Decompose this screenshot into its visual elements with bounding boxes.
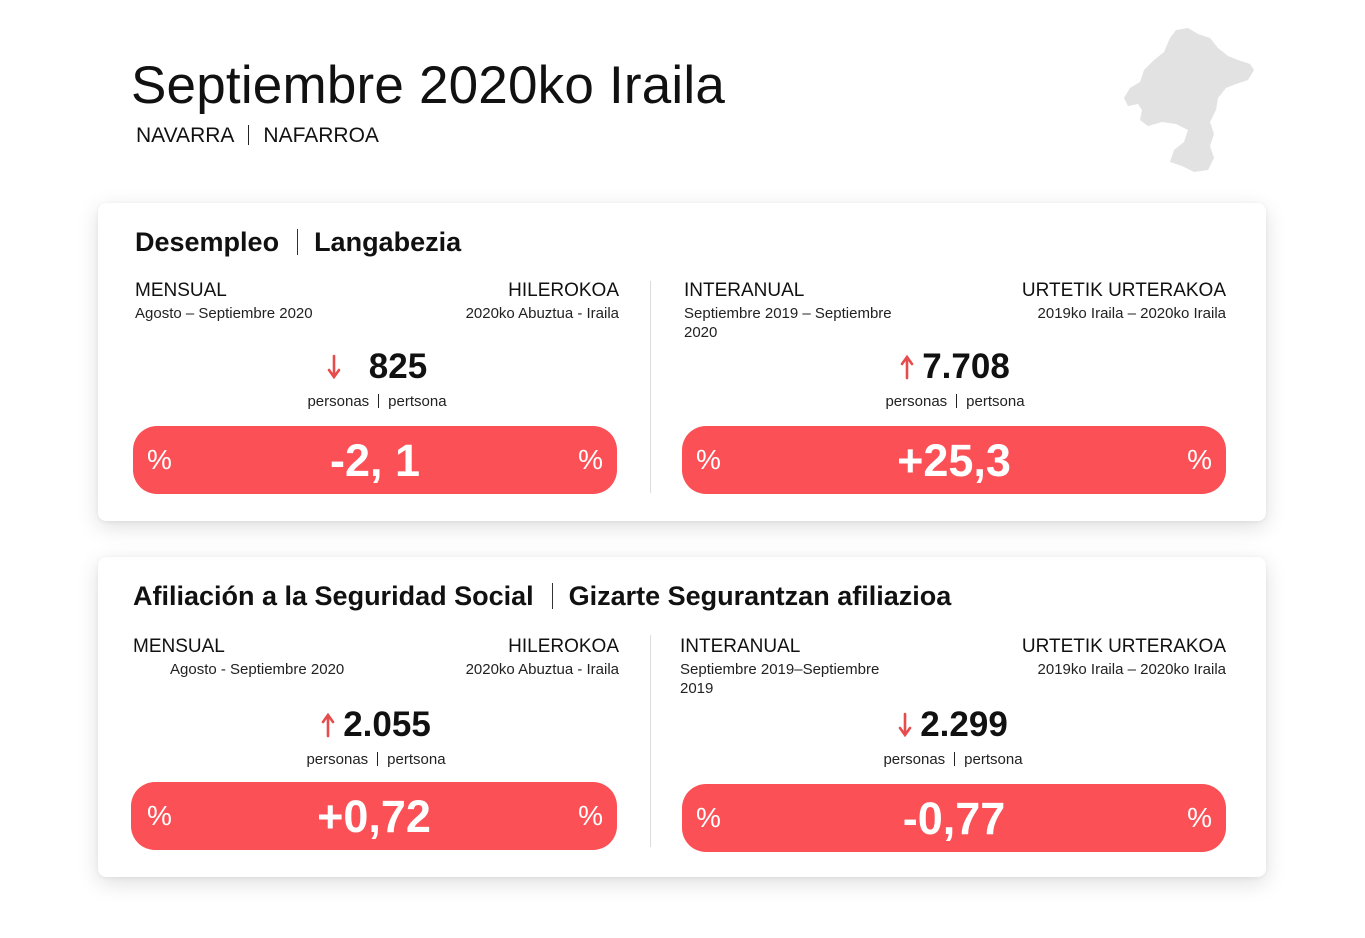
monthly-label-es: MENSUAL	[135, 280, 227, 301]
region-label: NAVARRA NAFARROA	[136, 124, 379, 148]
monthly-percent-pill: % -2, 1 %	[133, 426, 617, 494]
down-arrow-icon	[327, 354, 341, 380]
unemployment-card: Desempleo Langabezia MENSUAL HILEROKOA Ag…	[98, 203, 1266, 521]
column-divider	[650, 281, 651, 493]
monthly-label-eu: HILEROKOA	[508, 636, 619, 657]
yearly-period-eu: 2019ko Iraila – 2020ko Iraila	[1037, 305, 1226, 322]
yearly-period-es: Septiembre 2019–Septiembre 2019	[680, 661, 880, 697]
persons-eu: pertsona	[966, 393, 1025, 410]
persons-label: personas pertsona	[680, 751, 1226, 768]
percent-symbol-right: %	[578, 444, 603, 475]
card-title-es: Afiliación a la Seguridad Social	[133, 581, 534, 611]
percent-symbol-right: %	[1187, 802, 1212, 833]
persons-es: personas	[885, 393, 948, 410]
monthly-column: MENSUAL HILEROKOA Agosto – Septiembre 20…	[133, 279, 619, 499]
card-title-es: Desempleo	[135, 227, 280, 257]
title-separator	[297, 229, 299, 255]
yearly-value: 2.299	[920, 705, 1008, 744]
persons-separator	[954, 752, 956, 766]
percent-symbol-left: %	[696, 444, 721, 475]
yearly-figure: 2.299	[680, 705, 1226, 745]
persons-label: personas pertsona	[135, 393, 619, 410]
persons-separator	[956, 394, 958, 408]
yearly-percent-pill: % -0,77 %	[682, 784, 1226, 852]
yearly-period-eu: 2019ko Iraila – 2020ko Iraila	[1037, 661, 1226, 678]
yearly-period-es: Septiembre 2019 – Septiembre 2020	[684, 305, 892, 341]
title-separator	[551, 583, 553, 609]
persons-eu: pertsona	[964, 751, 1023, 768]
monthly-percent-value: -2, 1	[329, 435, 421, 486]
monthly-period-eu: 2020ko Abuztua - Iraila	[465, 661, 619, 678]
yearly-percent-value: -0,77	[902, 793, 1006, 844]
persons-eu: pertsona	[387, 751, 446, 768]
monthly-percent-value: +0,72	[317, 791, 431, 842]
region-es: NAVARRA	[136, 124, 235, 147]
monthly-percent-pill: % +0,72 %	[131, 782, 617, 850]
percent-symbol-right: %	[1187, 444, 1212, 475]
monthly-period-es: Agosto – Septiembre 2020	[135, 305, 313, 322]
yearly-label-es: INTERANUAL	[684, 280, 805, 301]
yearly-label-eu: URTETIK URTERAKOA	[1021, 636, 1226, 657]
region-separator	[248, 125, 250, 145]
persons-eu: pertsona	[388, 393, 447, 410]
page-title: Septiembre 2020ko Iraila	[131, 56, 726, 115]
yearly-label-eu: URTETIK URTERAKOA	[1021, 280, 1226, 301]
monthly-value: 2.055	[343, 705, 431, 744]
column-divider	[650, 635, 651, 847]
monthly-label-es: MENSUAL	[133, 636, 225, 657]
monthly-period-eu: 2020ko Abuztua - Iraila	[465, 305, 619, 322]
yearly-column: INTERANUAL URTETIK URTERAKOA Septiembre …	[680, 635, 1226, 855]
affiliation-card: Afiliación a la Seguridad Social Gizarte …	[98, 557, 1266, 877]
up-arrow-icon	[321, 712, 335, 738]
persons-label: personas pertsona	[684, 393, 1226, 410]
percent-symbol-right: %	[578, 800, 603, 831]
percent-symbol-left: %	[147, 444, 172, 475]
up-arrow-icon	[900, 354, 914, 380]
down-arrow-icon	[898, 712, 912, 738]
card-title-eu: Langabezia	[314, 227, 462, 257]
monthly-column: MENSUAL HILEROKOA Agosto - Septiembre 20…	[131, 635, 619, 855]
monthly-period-es: Agosto - Septiembre 2020	[170, 661, 345, 678]
monthly-label-eu: HILEROKOA	[508, 280, 619, 301]
yearly-value: 7.708	[922, 347, 1010, 386]
persons-separator	[378, 394, 380, 408]
monthly-figure: 2.055	[133, 705, 619, 745]
navarra-map-icon	[1124, 28, 1254, 172]
yearly-label-es: INTERANUAL	[680, 636, 801, 657]
yearly-column: INTERANUAL URTETIK URTERAKOA Septiembre …	[682, 279, 1226, 499]
monthly-value: 825	[368, 347, 428, 386]
persons-separator	[377, 752, 379, 766]
yearly-figure: 7.708	[684, 347, 1226, 387]
persons-es: personas	[306, 751, 369, 768]
persons-es: personas	[883, 751, 946, 768]
monthly-figure: 825	[135, 347, 619, 387]
persons-label: personas pertsona	[133, 751, 619, 768]
card-title-eu: Gizarte Segurantzan afiliazioa	[568, 581, 952, 611]
card-title: Desempleo Langabezia	[135, 225, 461, 259]
percent-symbol-left: %	[696, 802, 721, 833]
yearly-percent-pill: % +25,3 %	[682, 426, 1226, 494]
percent-symbol-left: %	[147, 800, 172, 831]
persons-es: personas	[307, 393, 370, 410]
card-title: Afiliación a la Seguridad Social Gizarte …	[133, 579, 951, 613]
region-eu: NAFARROA	[263, 124, 379, 147]
yearly-percent-value: +25,3	[897, 435, 1011, 486]
